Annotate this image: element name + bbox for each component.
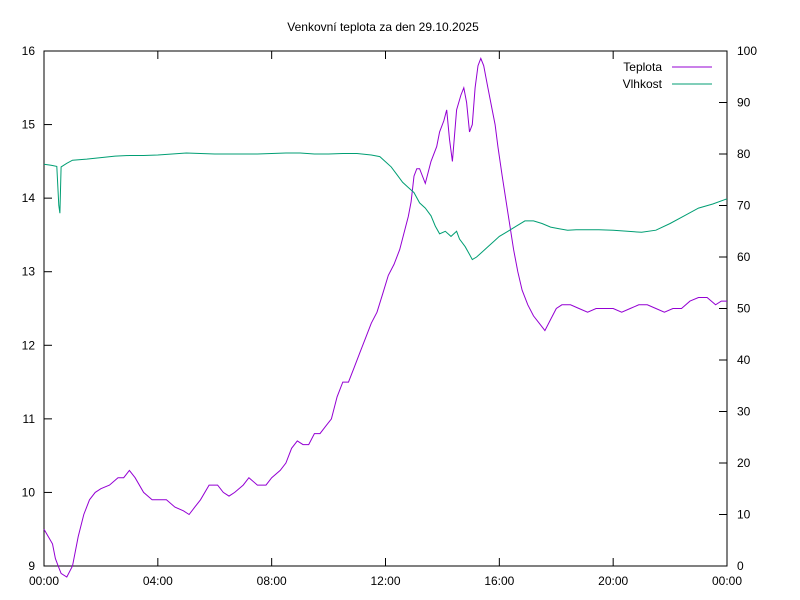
y-tick-label: 13 xyxy=(22,265,36,279)
y-tick-label: 9 xyxy=(28,559,35,573)
y2-tick-label: 90 xyxy=(737,96,751,110)
x-axis: 00:00 04:00 08:00 12:00 16:00 20:00 00:00 xyxy=(29,51,742,588)
x-tick-label: 00:00 xyxy=(712,574,742,588)
y2-tick-label: 80 xyxy=(737,147,751,161)
legend: Teplota Vlhkost xyxy=(623,60,712,91)
series-line-teplota xyxy=(43,57,727,578)
x-tick-label: 16:00 xyxy=(484,574,514,588)
y-axis-right: 0 10 20 30 40 50 60 70 80 90 100 xyxy=(719,44,757,573)
y2-tick-label: 0 xyxy=(737,559,744,573)
y-tick-label: 11 xyxy=(23,412,36,426)
y2-tick-label: 40 xyxy=(737,353,751,367)
y2-tick-label: 10 xyxy=(737,508,751,522)
y2-tick-label: 50 xyxy=(737,302,751,316)
plot-area xyxy=(43,50,728,567)
series-group xyxy=(43,57,728,578)
y-tick-label: 15 xyxy=(22,118,36,132)
x-tick-label: 00:00 xyxy=(29,574,59,588)
x-tick-label: 20:00 xyxy=(598,574,628,588)
y-tick-label: 10 xyxy=(22,485,36,499)
y2-tick-label: 30 xyxy=(737,405,751,419)
y2-tick-label: 100 xyxy=(737,44,757,58)
x-tick-label: 08:00 xyxy=(257,574,287,588)
legend-label-teplota: Teplota xyxy=(623,60,662,74)
y-tick-label: 12 xyxy=(22,338,36,352)
chart-title: Venkovní teplota za den 29.10.2025 xyxy=(287,20,479,34)
legend-label-vlhkost: Vlhkost xyxy=(623,77,663,91)
y-axis-left: 9 10 11 12 13 14 15 16 xyxy=(22,44,52,573)
y2-tick-label: 70 xyxy=(737,199,751,213)
y-tick-label: 16 xyxy=(22,44,36,58)
x-tick-label: 12:00 xyxy=(370,574,400,588)
x-tick-label: 04:00 xyxy=(143,574,173,588)
y-tick-label: 14 xyxy=(22,191,36,205)
series-line-vlhkost xyxy=(43,152,728,261)
y2-tick-label: 20 xyxy=(737,456,751,470)
y2-tick-label: 60 xyxy=(737,250,751,264)
